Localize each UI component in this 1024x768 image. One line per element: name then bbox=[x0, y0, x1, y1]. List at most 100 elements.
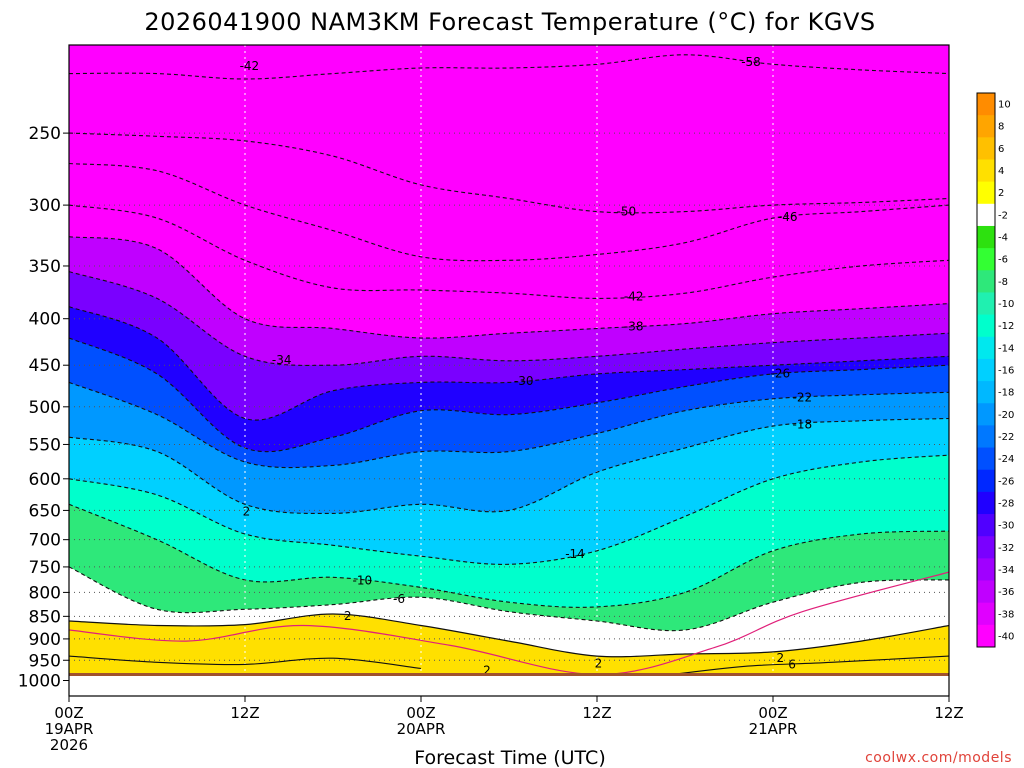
plot-area: -58 -50 -46 -42 -38 -34 -30 -26-22 -18 -14 -10 -6 2 2… bbox=[69, 45, 949, 678]
grid-lines bbox=[69, 45, 949, 676]
colorbar-label: -14 bbox=[998, 343, 1014, 354]
colorbar-swatch bbox=[977, 558, 995, 582]
colorbar-label: -30 bbox=[998, 521, 1014, 532]
temperature-band bbox=[69, 566, 949, 657]
colorbar-label: -34 bbox=[998, 565, 1014, 576]
y-tick-label: 950 bbox=[29, 651, 61, 671]
temperature-band bbox=[69, 306, 949, 452]
colorbar-label: -38 bbox=[998, 609, 1014, 620]
colorbar-label: -28 bbox=[998, 498, 1014, 509]
temperature-band bbox=[69, 504, 949, 631]
colorbar-label: -4 bbox=[998, 233, 1008, 244]
x-tick-label: 00Z bbox=[758, 704, 787, 722]
x-tick-label: 19APR bbox=[45, 720, 94, 738]
y-tick-label: 350 bbox=[29, 257, 61, 277]
temperature-band bbox=[69, 418, 949, 565]
colorbar-swatch bbox=[977, 536, 995, 559]
credit-text: coolwx.com/models bbox=[865, 750, 1012, 766]
isotherm-label: -46 bbox=[778, 210, 798, 224]
y-tick-label: 650 bbox=[29, 501, 61, 521]
x-tick-label: 20APR bbox=[397, 720, 446, 738]
temperature-band bbox=[69, 236, 949, 366]
colorbar-swatch bbox=[977, 425, 995, 449]
y-tick-label: 700 bbox=[29, 531, 61, 551]
colorbar-label: -18 bbox=[998, 388, 1014, 399]
colorbar-label: 6 bbox=[998, 144, 1004, 155]
x-tick-label: 2026 bbox=[50, 736, 88, 754]
temperature-band bbox=[69, 455, 949, 608]
isotherm-line bbox=[655, 655, 949, 676]
x-axis-label: Forecast Time (UTC) bbox=[414, 747, 605, 768]
temperature-band bbox=[69, 133, 949, 261]
colorbar-swatch bbox=[977, 514, 995, 537]
colorbar-label: -20 bbox=[998, 410, 1014, 421]
colorbar-swatch bbox=[977, 181, 995, 205]
colorbar-label: 4 bbox=[998, 166, 1004, 177]
isotherm-label: -6 bbox=[393, 592, 405, 606]
colorbar-label: 8 bbox=[998, 122, 1004, 133]
colorbar-swatch bbox=[977, 159, 995, 183]
colorbar-label: -40 bbox=[998, 631, 1014, 642]
plot-frame bbox=[68, 44, 950, 697]
isotherm-label: -58 bbox=[741, 55, 761, 69]
colorbar-label: -36 bbox=[998, 587, 1014, 598]
isotherm-line bbox=[69, 503, 949, 608]
isotherm-contours: -58 -50 -46 -42 -38 -34 -30 -26-22 -18 -14 -10 -6 2 2… bbox=[69, 54, 949, 678]
colorbar-swatch bbox=[977, 93, 995, 116]
isotherm-label: 2 bbox=[595, 657, 603, 671]
colorbar-label: -12 bbox=[998, 321, 1014, 332]
isotherm-label: 2 bbox=[483, 664, 491, 678]
isotherm-label: -14 bbox=[565, 547, 585, 561]
colorbar-swatch bbox=[977, 381, 995, 404]
y-tick-label: 850 bbox=[29, 607, 61, 627]
colorbar-label: -10 bbox=[998, 299, 1014, 310]
isotherm-label: 2 bbox=[243, 505, 251, 519]
colorbar-label: 10 bbox=[998, 100, 1011, 111]
isotherm-line bbox=[69, 132, 949, 214]
temperature-band bbox=[69, 205, 949, 339]
colorbar-frame bbox=[976, 92, 996, 648]
y-tick-label: 800 bbox=[29, 583, 61, 603]
isotherm-line bbox=[69, 613, 949, 658]
colorbar-label: -32 bbox=[998, 543, 1014, 554]
y-tick-label: 400 bbox=[29, 310, 61, 330]
colorbar-swatch bbox=[977, 469, 995, 493]
colorbar-swatch bbox=[977, 248, 995, 271]
colorbar-swatch bbox=[977, 203, 995, 227]
isotherm-line bbox=[69, 162, 949, 262]
isotherm-label: 2 bbox=[777, 651, 785, 665]
colorbar-swatch bbox=[977, 336, 995, 360]
temperature-band bbox=[69, 45, 949, 79]
colorbar-label: -8 bbox=[998, 277, 1008, 288]
isotherm-label: -10 bbox=[353, 574, 373, 588]
colorbar-swatch bbox=[977, 580, 995, 604]
colorbar-swatch bbox=[977, 225, 995, 249]
colorbar-swatch bbox=[977, 624, 995, 648]
colorbar-label: -6 bbox=[998, 255, 1008, 266]
colorbar-swatch bbox=[977, 358, 995, 382]
ground-surface bbox=[69, 673, 949, 676]
isotherm-label: -42 bbox=[240, 59, 260, 73]
y-tick-label: 600 bbox=[29, 470, 61, 490]
isotherm-line bbox=[69, 454, 949, 565]
colorbar-label: 2 bbox=[998, 188, 1004, 199]
colorbar-label: -16 bbox=[998, 366, 1014, 377]
colorbar-swatch bbox=[977, 602, 995, 626]
isotherm-label: -18 bbox=[793, 417, 813, 431]
colorbar-swatch bbox=[977, 403, 995, 426]
colorbar-label: -24 bbox=[998, 454, 1014, 465]
isotherm-label: -22 bbox=[793, 390, 813, 404]
temperature-band bbox=[69, 338, 949, 468]
x-tick-label: 00Z bbox=[54, 704, 83, 722]
colorbar-swatch bbox=[977, 314, 995, 338]
isotherm-line bbox=[69, 655, 422, 670]
isotherm-line bbox=[69, 204, 949, 299]
temperature-band bbox=[69, 382, 949, 514]
x-tick-label: 21APR bbox=[749, 720, 798, 738]
y-tick-label: 250 bbox=[29, 124, 61, 144]
x-tick-label: 12Z bbox=[934, 704, 963, 722]
temperature-band bbox=[69, 54, 949, 213]
isotherm-label: -42 bbox=[624, 289, 644, 303]
